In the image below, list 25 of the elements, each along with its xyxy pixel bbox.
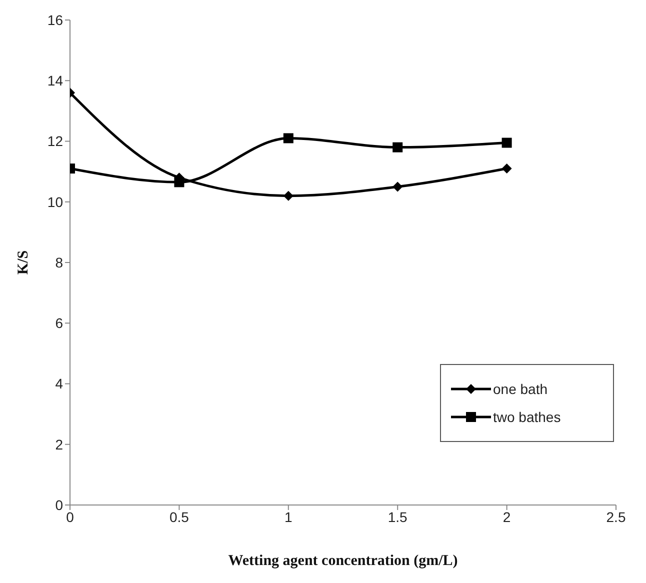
y-tick-label: 0 xyxy=(55,496,64,513)
x-tick-label: 1.5 xyxy=(388,508,408,525)
x-tick-label: 0 xyxy=(66,508,74,525)
x-tick-label: 2.5 xyxy=(606,508,626,525)
legend-label: one bath xyxy=(493,381,548,397)
y-tick-label: 10 xyxy=(47,194,64,210)
x-tick-label: 2 xyxy=(502,508,511,525)
legend-label: two bathes xyxy=(493,409,561,425)
point xyxy=(283,190,294,201)
point xyxy=(502,164,512,174)
point xyxy=(502,138,512,148)
x-tick-label: 1 xyxy=(284,508,292,525)
y-tick-label: 14 xyxy=(47,72,64,89)
y-tick-label: 2 xyxy=(55,436,64,452)
y-tick-label: 6 xyxy=(55,315,64,332)
x-tick-label: 0.5 xyxy=(169,508,190,525)
y-tick-label: 16 xyxy=(47,12,64,28)
x-axis-title: Wetting agent concentration (gm/L) xyxy=(228,553,458,569)
y-tick-label: 4 xyxy=(55,376,64,392)
point xyxy=(392,142,403,152)
point xyxy=(392,182,403,192)
y-axis-title: K/S xyxy=(15,250,32,275)
y-tick-label: 8 xyxy=(55,254,64,270)
point xyxy=(283,133,294,144)
y-tick-label: 12 xyxy=(47,133,64,150)
